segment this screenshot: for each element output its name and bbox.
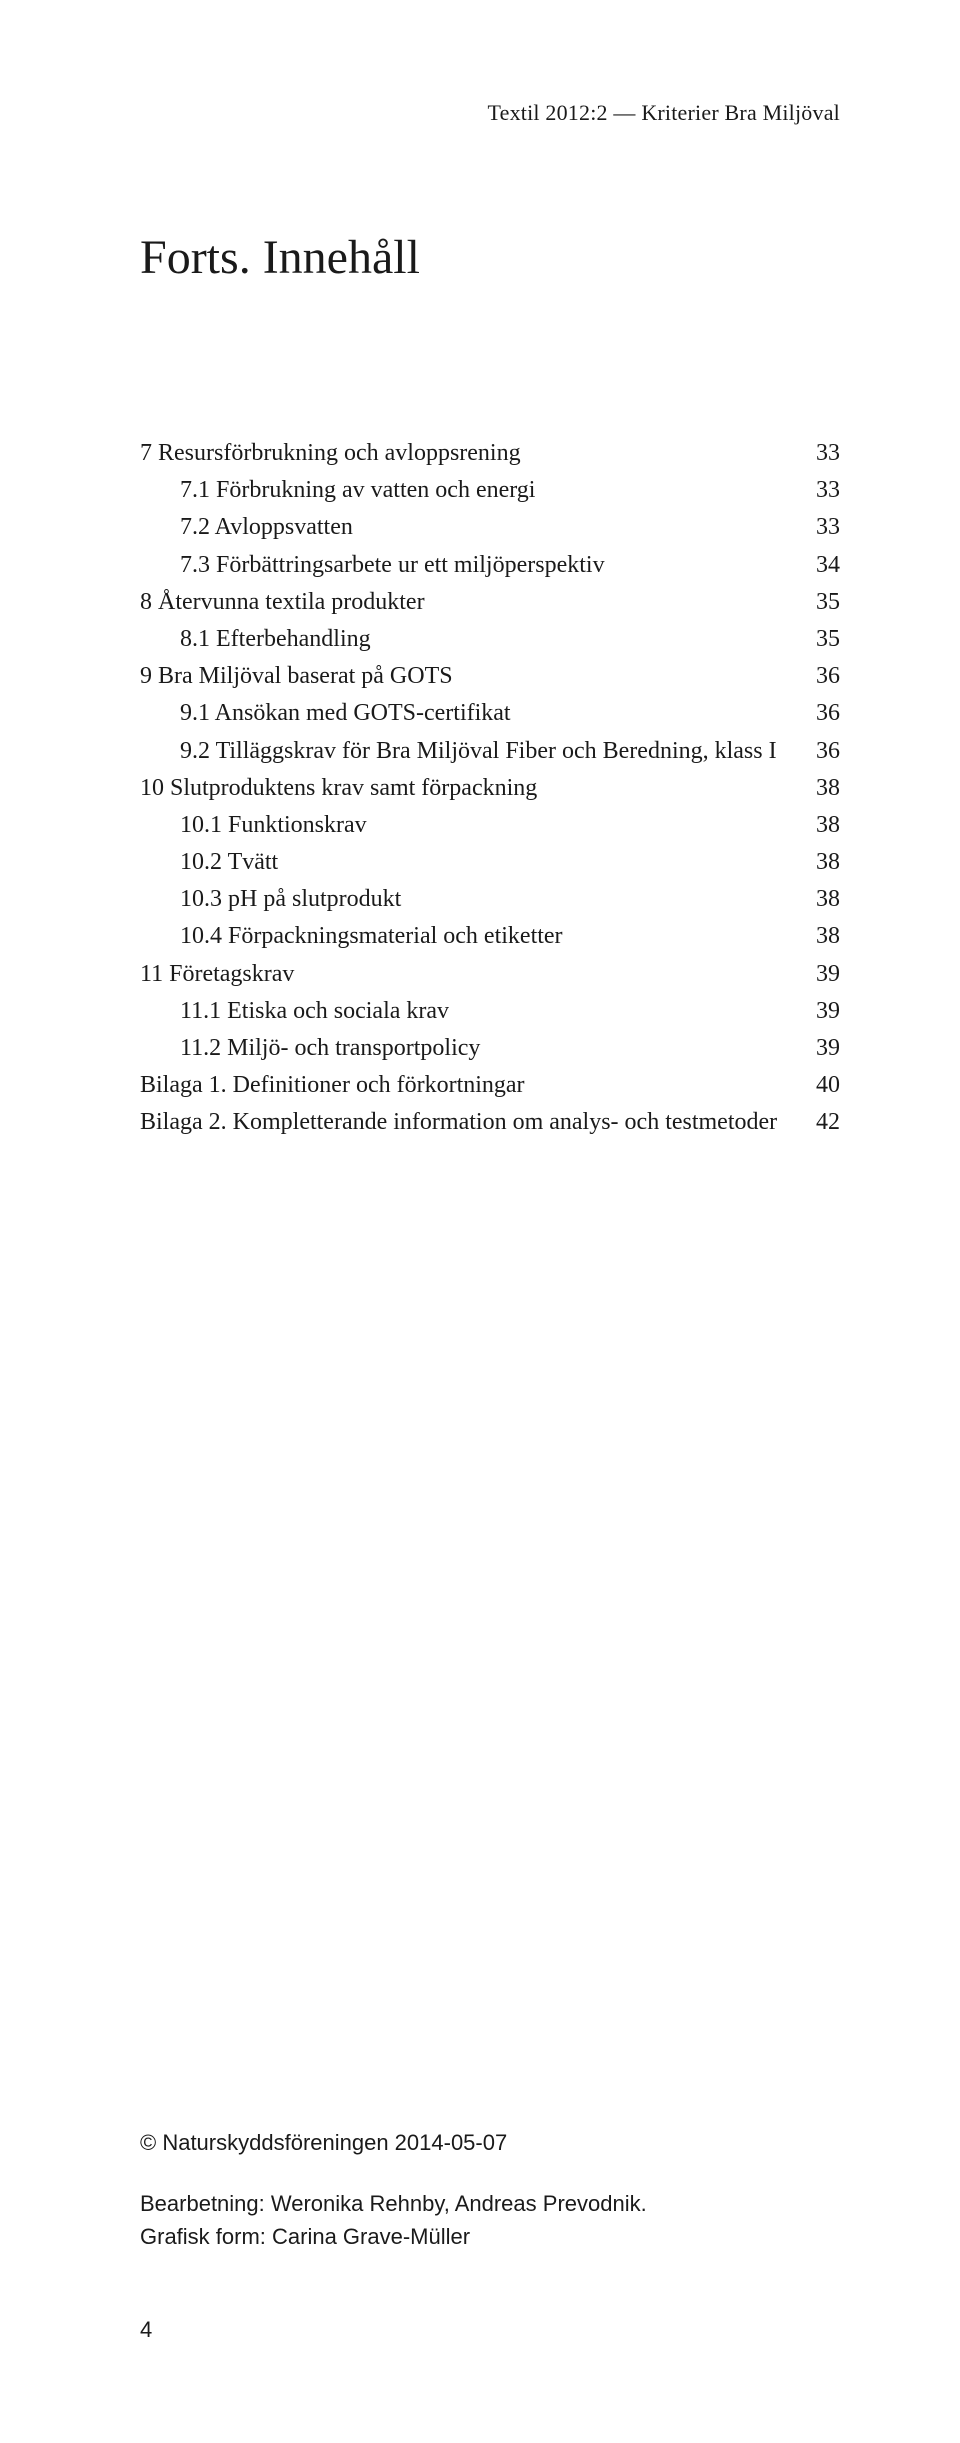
toc-label: 7.3 Förbättringsarbete ur ett miljöpersp… (140, 547, 790, 584)
toc-page-number: 40 (790, 1067, 840, 1104)
toc-page-number: 38 (790, 770, 840, 807)
toc-page-number: 39 (790, 956, 840, 993)
copyright-line: © Naturskyddsföreningen 2014-05-07 (140, 2126, 647, 2159)
toc-row: 8 Återvunna textila produkter35 (140, 584, 840, 621)
toc-page-number: 33 (790, 509, 840, 546)
toc-row: 11.2 Miljö- och transportpolicy39 (140, 1030, 840, 1067)
toc-row: 7.1 Förbrukning av vatten och energi33 (140, 472, 840, 509)
toc-label: 8 Återvunna textila produkter (140, 584, 790, 621)
toc-row: 11.1 Etiska och sociala krav39 (140, 993, 840, 1030)
toc-label: 11.2 Miljö- och transportpolicy (140, 1030, 790, 1067)
toc-row: Bilaga 2. Kompletterande information om … (140, 1104, 840, 1141)
toc-row: 10.4 Förpackningsmaterial och etiketter3… (140, 918, 840, 955)
toc-label: Bilaga 2. Kompletterande information om … (140, 1104, 790, 1141)
toc-page-number: 38 (790, 918, 840, 955)
toc-page-number: 39 (790, 1030, 840, 1067)
toc-row: 7 Resursförbrukning och avloppsrening33 (140, 435, 840, 472)
toc-page-number: 34 (790, 547, 840, 584)
page-title: Forts. Innehåll (140, 230, 840, 285)
document-page: Textil 2012:2 — Kriterier Bra Miljöval F… (0, 0, 960, 2443)
colophon: © Naturskyddsföreningen 2014-05-07 Bearb… (140, 2126, 647, 2253)
page-number: 4 (140, 2317, 152, 2343)
running-head: Textil 2012:2 — Kriterier Bra Miljöval (488, 100, 841, 126)
credit-line: Grafisk form: Carina Grave-Müller (140, 2220, 647, 2253)
toc-label: 7 Resursförbrukning och avloppsrening (140, 435, 790, 472)
toc-label: 10.1 Funktionskrav (140, 807, 790, 844)
toc-label: 11.1 Etiska och sociala krav (140, 993, 790, 1030)
toc-page-number: 38 (790, 844, 840, 881)
toc-row: Bilaga 1. Definitioner och förkortningar… (140, 1067, 840, 1104)
toc-row: 9 Bra Miljöval baserat på GOTS36 (140, 658, 840, 695)
toc-label: 10 Slutproduktens krav samt förpackning (140, 770, 790, 807)
table-of-contents: 7 Resursförbrukning och avloppsrening337… (140, 435, 840, 1142)
toc-label: 9.1 Ansökan med GOTS-certifikat (140, 695, 790, 732)
toc-page-number: 33 (790, 472, 840, 509)
toc-page-number: 39 (790, 993, 840, 1030)
toc-page-number: 42 (790, 1104, 840, 1141)
toc-row: 8.1 Efterbehandling35 (140, 621, 840, 658)
toc-label: 10.3 pH på slutprodukt (140, 881, 790, 918)
toc-row: 9.1 Ansökan med GOTS-certifikat36 (140, 695, 840, 732)
toc-page-number: 35 (790, 584, 840, 621)
toc-row: 10.3 pH på slutprodukt38 (140, 881, 840, 918)
toc-row: 11 Företagskrav39 (140, 956, 840, 993)
toc-label: 8.1 Efterbehandling (140, 621, 790, 658)
toc-row: 10.2 Tvätt38 (140, 844, 840, 881)
credit-line: Bearbetning: Weronika Rehnby, Andreas Pr… (140, 2187, 647, 2220)
toc-row: 7.3 Förbättringsarbete ur ett miljöpersp… (140, 547, 840, 584)
toc-row: 10.1 Funktionskrav38 (140, 807, 840, 844)
toc-label: 7.1 Förbrukning av vatten och energi (140, 472, 790, 509)
toc-page-number: 35 (790, 621, 840, 658)
toc-page-number: 38 (790, 881, 840, 918)
toc-label: 7.2 Avloppsvatten (140, 509, 790, 546)
toc-page-number: 33 (790, 435, 840, 472)
toc-page-number: 36 (790, 695, 840, 732)
toc-label: 11 Företagskrav (140, 956, 790, 993)
toc-label: 10.2 Tvätt (140, 844, 790, 881)
toc-label: 10.4 Förpackningsmaterial och etiketter (140, 918, 790, 955)
toc-label: Bilaga 1. Definitioner och förkortningar (140, 1067, 790, 1104)
toc-page-number: 38 (790, 807, 840, 844)
toc-row: 7.2 Avloppsvatten33 (140, 509, 840, 546)
toc-row: 9.2 Tilläggskrav för Bra Miljöval Fiber … (140, 733, 840, 770)
toc-page-number: 36 (790, 733, 840, 770)
toc-page-number: 36 (790, 658, 840, 695)
toc-row: 10 Slutproduktens krav samt förpackning3… (140, 770, 840, 807)
toc-label: 9 Bra Miljöval baserat på GOTS (140, 658, 790, 695)
toc-label: 9.2 Tilläggskrav för Bra Miljöval Fiber … (140, 733, 790, 770)
